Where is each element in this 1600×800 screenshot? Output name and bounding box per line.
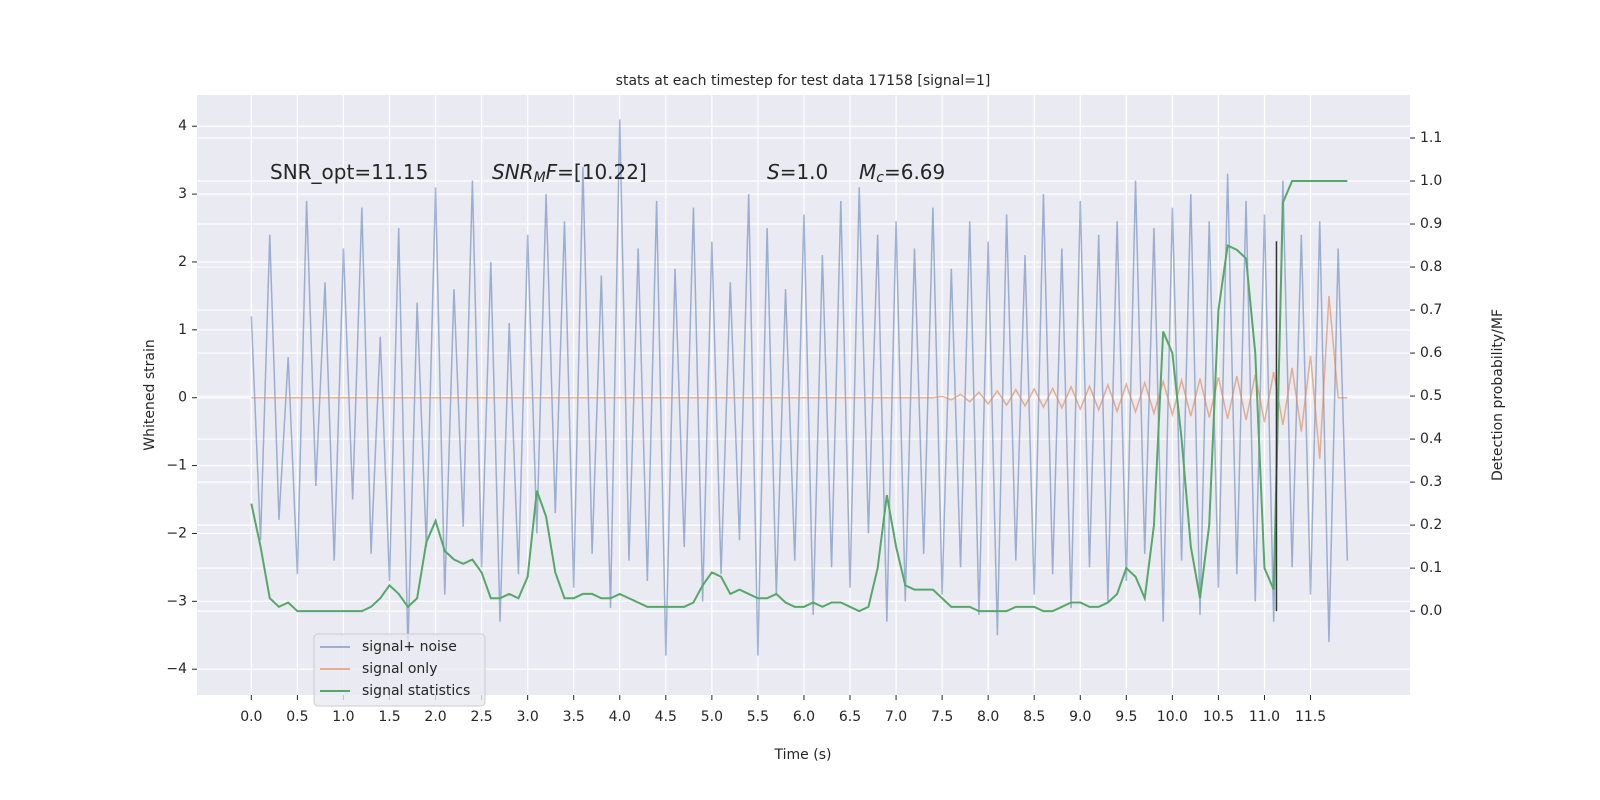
series-line bbox=[250, 119, 1349, 656]
y-tick-label: 4 bbox=[178, 118, 187, 134]
y-tick-label: 0 bbox=[178, 390, 187, 406]
y-tick-label: −2 bbox=[166, 525, 187, 541]
y-tick-label: 2 bbox=[178, 254, 187, 270]
y2-tick-label: 0.7 bbox=[1420, 302, 1442, 318]
x-tick-label: 0.5 bbox=[286, 709, 308, 725]
legend-label: signal+ noise bbox=[362, 639, 457, 655]
series-line bbox=[250, 180, 1348, 613]
x-tick-label: 8.5 bbox=[1023, 709, 1045, 725]
x-tick-label: 5.0 bbox=[701, 709, 723, 725]
legend-label: signal only bbox=[362, 661, 437, 677]
x-tick-label: 6.0 bbox=[793, 709, 815, 725]
x-axis-label: Time (s) bbox=[774, 747, 832, 763]
x-tick-label: 3.5 bbox=[563, 709, 585, 725]
y2-axis-label: Detection probability/MF bbox=[1490, 309, 1506, 481]
x-tick-label: 10.0 bbox=[1157, 709, 1188, 725]
y2-tick-label: 0.4 bbox=[1420, 431, 1442, 447]
y2-tick-label: 1.0 bbox=[1420, 173, 1442, 189]
y2-tick-label: 0.0 bbox=[1420, 603, 1442, 619]
annotation-part: S bbox=[767, 160, 780, 184]
x-tick-label: 3.0 bbox=[517, 709, 539, 725]
annotation: Mc=6.69 bbox=[859, 160, 945, 187]
x-tick-label: 1.0 bbox=[332, 709, 354, 725]
y2-tick-label: 0.9 bbox=[1420, 216, 1442, 232]
y2-tick-label: 1.1 bbox=[1420, 130, 1442, 146]
annotation-part: SNR_opt=11.15 bbox=[270, 160, 428, 184]
x-tick-label: 2.5 bbox=[470, 709, 492, 725]
x-tick-label: 5.5 bbox=[747, 709, 769, 725]
y-tick-label: 3 bbox=[178, 186, 187, 202]
annotation-part: F bbox=[546, 160, 558, 184]
legend-box bbox=[313, 633, 486, 707]
x-tick-label: 4.0 bbox=[609, 709, 631, 725]
x-tick-label: 8.0 bbox=[977, 709, 999, 725]
series-line bbox=[251, 295, 1348, 459]
y-tick-label: −1 bbox=[166, 458, 187, 474]
x-tick-label: 9.5 bbox=[1115, 709, 1137, 725]
chart-title: stats at each timestep for test data 171… bbox=[616, 73, 991, 89]
x-tick-label: 7.0 bbox=[885, 709, 907, 725]
annotation-part: =6.69 bbox=[884, 160, 945, 184]
x-tick-label: 4.5 bbox=[655, 709, 677, 725]
legend: signal+ noise signal only signal statistic… bbox=[313, 633, 486, 707]
y-axis-label: Whitened strain bbox=[142, 339, 158, 450]
y2-tick-label: 0.2 bbox=[1420, 517, 1442, 533]
annotation-part: =1.0 bbox=[780, 160, 829, 184]
annotation: SNRMF=[10.22] bbox=[492, 160, 647, 187]
x-tick-label: 6.5 bbox=[839, 709, 861, 725]
y-tick-label: −3 bbox=[166, 593, 187, 609]
x-tick-label: 9.0 bbox=[1069, 709, 1091, 725]
y2-tick-label: 0.5 bbox=[1420, 388, 1442, 404]
annotation: SNR_opt=11.15 bbox=[270, 160, 428, 184]
y2-tick-label: 0.1 bbox=[1420, 560, 1442, 576]
annotation-part: c bbox=[876, 170, 884, 186]
annotation-part: SNR bbox=[492, 160, 534, 184]
y2-tick-label: 0.6 bbox=[1420, 345, 1442, 361]
x-tick-label: 1.5 bbox=[378, 709, 400, 725]
x-tick-label: 10.5 bbox=[1203, 709, 1234, 725]
annotation: S=1.0 bbox=[767, 160, 828, 184]
x-tick-label: 11.5 bbox=[1295, 709, 1326, 725]
annotation-part: M bbox=[534, 170, 546, 186]
annotation-part: M bbox=[859, 160, 876, 184]
y-tick-label: 1 bbox=[178, 322, 187, 338]
x-tick-label: 0.0 bbox=[240, 709, 262, 725]
x-tick-label: 2.0 bbox=[424, 709, 446, 725]
annotation-part: =[10.22] bbox=[557, 160, 647, 184]
y2-tick-label: 0.8 bbox=[1420, 259, 1442, 275]
y-tick-label: −4 bbox=[166, 661, 187, 677]
x-tick-label: 7.5 bbox=[931, 709, 953, 725]
x-tick-label: 11.0 bbox=[1249, 709, 1280, 725]
y2-tick-label: 0.3 bbox=[1420, 474, 1442, 490]
legend-label: signal statistics bbox=[362, 683, 470, 699]
